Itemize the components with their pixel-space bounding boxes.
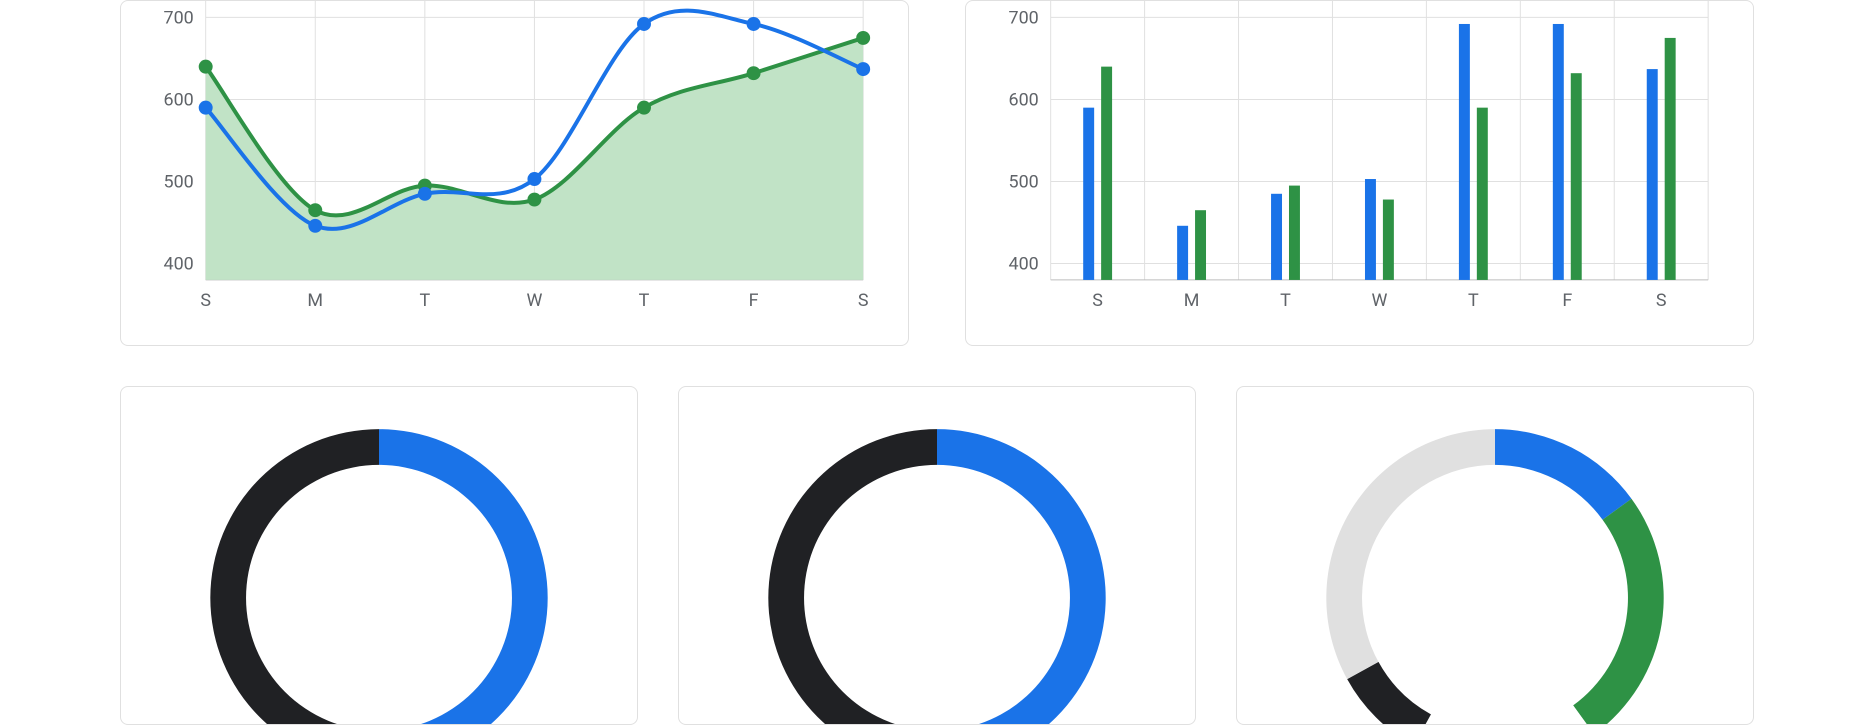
svg-text:W: W [1371,290,1387,311]
svg-text:W: W [526,290,542,311]
donut-chart-1 [121,387,637,724]
line-area-chart: 400 500 600 700 S M T W T F S [121,1,908,345]
bar-chart: 400 500 600 700 S M T W T F S [966,1,1753,345]
svg-text:T: T [639,290,650,311]
bar-chart-card: 400 500 600 700 S M T W T F S [965,0,1754,346]
svg-text:700: 700 [1009,7,1039,28]
svg-text:T: T [419,290,430,311]
svg-text:400: 400 [164,254,194,275]
svg-text:S: S [1092,290,1103,311]
svg-text:T: T [1280,290,1291,311]
svg-text:600: 600 [164,89,194,110]
svg-text:F: F [1562,290,1572,311]
donut-chart-3 [1237,387,1753,724]
svg-text:500: 500 [1009,171,1039,192]
svg-text:F: F [749,290,759,311]
svg-text:700: 700 [164,7,194,28]
svg-text:S: S [858,290,869,311]
donut-chart-3-card [1236,386,1754,725]
svg-text:400: 400 [1009,254,1039,275]
svg-text:T: T [1468,290,1479,311]
donut-chart-2 [679,387,1195,724]
line-area-chart-card: 400 500 600 700 S M T W T F S [120,0,909,346]
svg-text:M: M [1184,290,1200,311]
svg-text:500: 500 [164,171,194,192]
svg-text:600: 600 [1009,89,1039,110]
svg-text:S: S [1656,290,1667,311]
donut-chart-1-card [120,386,638,725]
donut-chart-2-card [678,386,1196,725]
svg-text:S: S [200,290,211,311]
svg-text:M: M [307,290,323,311]
